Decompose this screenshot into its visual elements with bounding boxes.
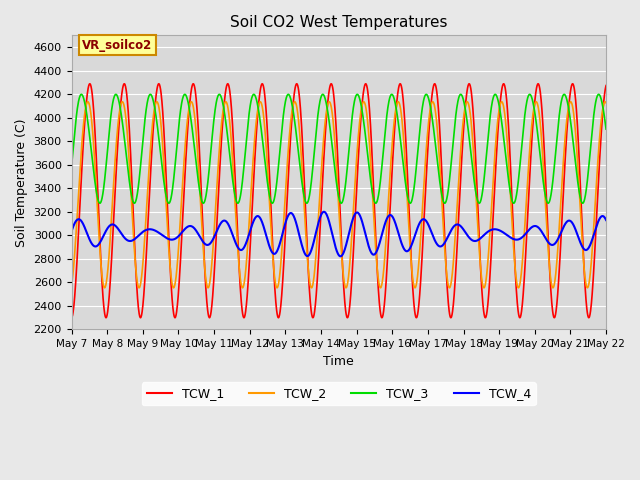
- TCW_2: [602, 100, 610, 106]
- TCW_4: [588, 240, 595, 246]
- TCW_1: [489, 223, 497, 228]
- TCW_1: [328, 81, 335, 87]
- TCW_3: [95, 200, 103, 205]
- Y-axis label: Soil Temperature (C): Soil Temperature (C): [15, 118, 28, 247]
- TCW_2: [153, 99, 161, 105]
- TCW_3: [489, 96, 497, 102]
- TCW_2: [95, 229, 102, 235]
- TCW_2: [328, 107, 335, 112]
- TCW_3: [328, 142, 336, 147]
- X-axis label: Time: Time: [323, 355, 354, 368]
- Line: TCW_1: TCW_1: [72, 84, 606, 318]
- TCW_4: [587, 240, 595, 246]
- TCW_4: [328, 229, 335, 235]
- TCW_3: [77, 92, 85, 97]
- TCW_1: [465, 81, 473, 87]
- TCW_3: [602, 126, 610, 132]
- TCW_4: [320, 209, 328, 215]
- TCW_3: [68, 163, 76, 169]
- TCW_4: [489, 227, 497, 232]
- TCW_1: [602, 83, 610, 88]
- TCW_4: [602, 217, 610, 223]
- TCW_2: [68, 281, 76, 287]
- Line: TCW_2: TCW_2: [72, 102, 606, 288]
- TCW_2: [584, 285, 591, 291]
- TCW_1: [314, 277, 321, 283]
- TCW_4: [337, 253, 344, 259]
- TCW_4: [68, 228, 76, 234]
- TCW_4: [95, 241, 102, 247]
- TCW_1: [68, 315, 76, 321]
- Line: TCW_4: TCW_4: [72, 212, 606, 256]
- TCW_3: [588, 139, 595, 144]
- TCW_3: [314, 113, 322, 119]
- Title: Soil CO2 West Temperatures: Soil CO2 West Temperatures: [230, 15, 447, 30]
- Legend: TCW_1, TCW_2, TCW_3, TCW_4: TCW_1, TCW_2, TCW_3, TCW_4: [142, 383, 536, 406]
- Line: TCW_3: TCW_3: [72, 95, 606, 203]
- TCW_2: [314, 229, 321, 235]
- TCW_3: [96, 200, 104, 206]
- TCW_2: [587, 265, 595, 271]
- TCW_4: [314, 225, 321, 230]
- Text: VR_soilco2: VR_soilco2: [82, 38, 152, 51]
- TCW_1: [587, 306, 595, 312]
- TCW_3: [587, 142, 595, 147]
- TCW_2: [588, 262, 595, 267]
- TCW_1: [95, 212, 102, 218]
- TCW_1: [587, 308, 595, 314]
- TCW_2: [489, 185, 497, 191]
